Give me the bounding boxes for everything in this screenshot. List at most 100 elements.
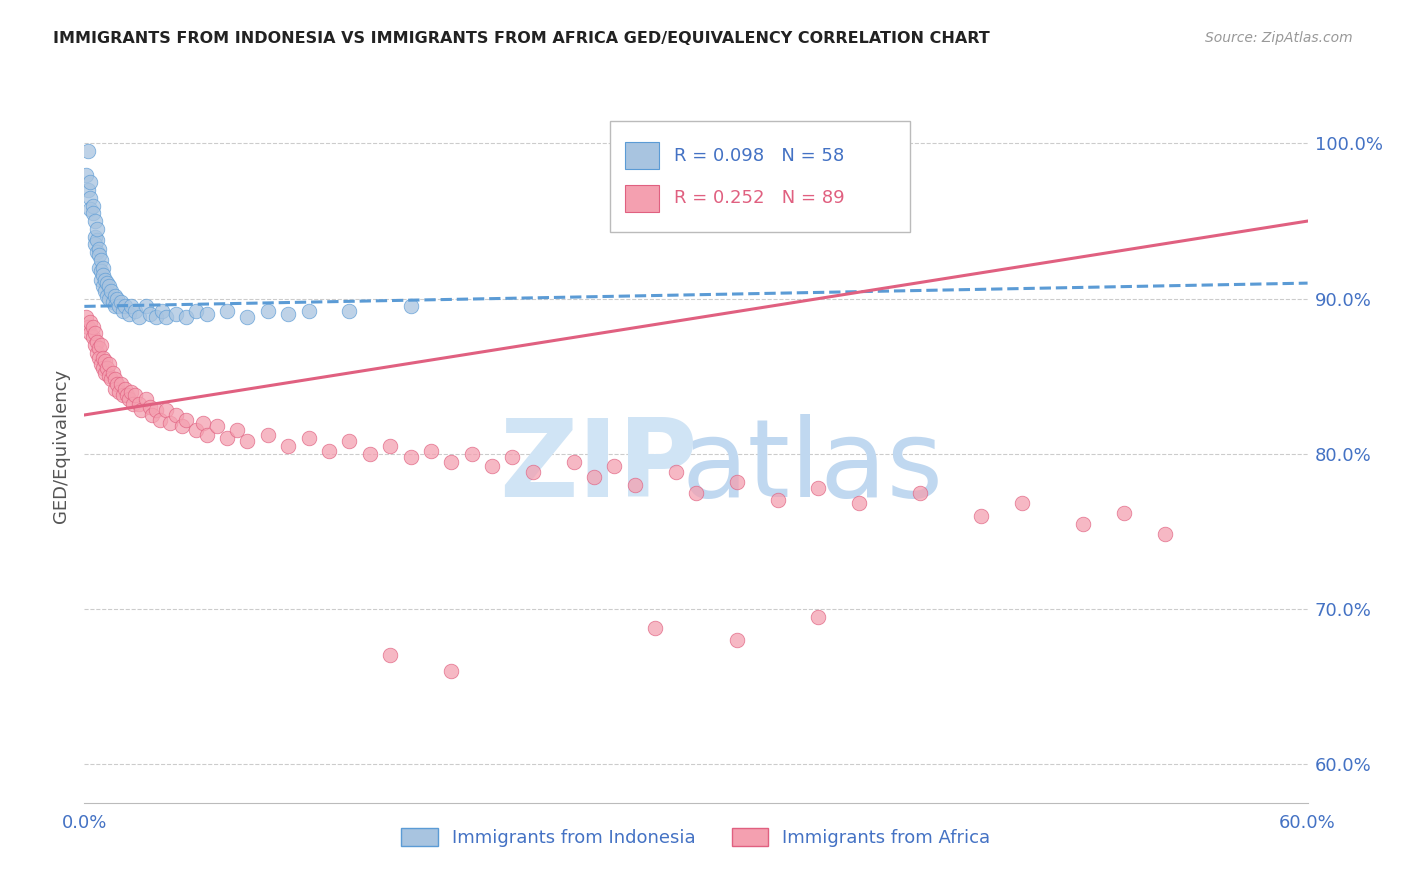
Point	[91, 351, 114, 365]
Point	[97, 279, 120, 293]
Point	[86, 334, 108, 349]
Point	[226, 424, 249, 438]
Text: ZIP: ZIP	[499, 415, 697, 520]
Point	[79, 315, 101, 329]
Point	[195, 428, 218, 442]
Point	[359, 447, 381, 461]
Point	[131, 403, 153, 417]
Point	[86, 222, 108, 236]
Point	[236, 310, 259, 325]
Bar	[626, 185, 659, 212]
Point	[124, 304, 146, 318]
Point	[522, 466, 544, 480]
Point	[725, 632, 748, 647]
Point	[82, 319, 104, 334]
Text: Source: ZipAtlas.com: Source: ZipAtlas.com	[1205, 31, 1353, 45]
Point	[104, 382, 127, 396]
Point	[97, 369, 120, 384]
Point	[82, 206, 104, 220]
Point	[105, 292, 128, 306]
Point	[115, 388, 138, 402]
Point	[440, 664, 463, 678]
Point	[644, 620, 666, 634]
Point	[380, 439, 402, 453]
Point	[848, 496, 870, 510]
Point	[82, 330, 104, 344]
Point	[100, 372, 122, 386]
Text: IMMIGRANTS FROM INDONESIA VS IMMIGRANTS FROM AFRICA GED/EQUIVALENCY CORRELATION : IMMIGRANTS FROM INDONESIA VS IMMIGRANTS …	[53, 31, 990, 46]
Point	[75, 310, 97, 325]
Point	[257, 304, 280, 318]
Point	[86, 233, 108, 247]
Point	[339, 434, 361, 449]
Point	[77, 145, 100, 159]
Point	[298, 304, 321, 318]
Point	[90, 263, 112, 277]
Point	[159, 416, 181, 430]
Point	[155, 403, 177, 417]
Point	[75, 168, 97, 182]
Point	[104, 299, 127, 313]
Point	[83, 326, 105, 340]
Point	[174, 310, 197, 325]
Point	[96, 276, 118, 290]
Point	[96, 361, 118, 376]
Point	[79, 191, 101, 205]
Point	[583, 470, 606, 484]
Point	[138, 307, 160, 321]
Point	[807, 609, 830, 624]
Bar	[626, 142, 659, 169]
Point	[205, 418, 228, 433]
Point	[172, 418, 194, 433]
Point	[150, 304, 173, 318]
Point	[100, 284, 122, 298]
Point	[87, 260, 110, 275]
FancyBboxPatch shape	[610, 121, 910, 232]
Point	[141, 408, 163, 422]
Point	[108, 384, 131, 399]
Point	[725, 475, 748, 489]
Point	[77, 319, 100, 334]
Point	[624, 477, 647, 491]
Point	[277, 439, 299, 453]
Point	[104, 372, 127, 386]
Point	[83, 229, 105, 244]
Point	[114, 299, 136, 313]
Point	[86, 346, 108, 360]
Point	[128, 310, 150, 325]
Point	[217, 431, 239, 445]
Point	[91, 268, 114, 283]
Point	[118, 307, 141, 321]
Point	[1154, 527, 1177, 541]
Point	[118, 392, 141, 407]
Point	[112, 388, 135, 402]
Point	[87, 341, 110, 355]
Point	[318, 443, 340, 458]
Point	[79, 202, 101, 216]
Point	[257, 428, 280, 442]
Point	[93, 273, 115, 287]
Point	[122, 397, 145, 411]
Point	[138, 401, 160, 415]
Point	[420, 443, 443, 458]
Point	[155, 310, 177, 325]
Point	[399, 299, 422, 313]
Text: R = 0.252   N = 89: R = 0.252 N = 89	[673, 189, 845, 207]
Point	[110, 294, 132, 309]
Point	[104, 288, 127, 302]
Point	[96, 288, 118, 302]
Point	[101, 294, 124, 309]
Point	[79, 326, 101, 340]
Point	[86, 245, 108, 260]
Point	[90, 357, 112, 371]
Point	[90, 338, 112, 352]
Point	[83, 237, 105, 252]
Point	[186, 424, 208, 438]
Point	[79, 175, 101, 189]
Point	[339, 304, 361, 318]
Point	[83, 338, 105, 352]
Point	[970, 508, 993, 523]
Point	[87, 242, 110, 256]
Point	[105, 376, 128, 391]
Point	[97, 357, 120, 371]
